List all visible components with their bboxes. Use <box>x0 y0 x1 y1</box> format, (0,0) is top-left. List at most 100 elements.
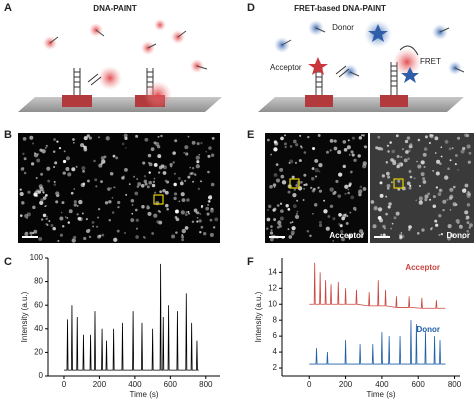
spot <box>124 232 126 234</box>
spot <box>22 152 25 156</box>
spot <box>385 161 389 164</box>
spot <box>284 142 288 146</box>
spot <box>22 201 25 204</box>
spot <box>125 147 127 149</box>
spot <box>403 158 408 163</box>
spot <box>347 234 352 239</box>
spot <box>19 214 23 217</box>
spot <box>287 190 291 194</box>
spot <box>46 166 51 171</box>
spot <box>86 229 90 234</box>
shape <box>144 81 172 109</box>
spot <box>276 204 280 207</box>
spot <box>466 221 470 225</box>
spot <box>295 143 299 147</box>
spot <box>442 209 445 212</box>
spot <box>372 224 377 229</box>
spot <box>420 160 425 165</box>
spot <box>160 134 163 138</box>
spot <box>427 192 431 196</box>
spot <box>284 145 287 149</box>
spot <box>166 208 169 211</box>
spot <box>191 220 195 224</box>
spot <box>210 182 215 187</box>
spot <box>341 216 346 221</box>
spot <box>431 227 433 229</box>
spot <box>424 194 429 199</box>
x-tick-label: 600 <box>412 380 426 389</box>
spot <box>73 200 77 204</box>
spot <box>156 220 160 224</box>
spot <box>464 210 469 215</box>
spot <box>409 143 413 147</box>
spot <box>281 180 287 185</box>
spot <box>449 209 452 211</box>
spot <box>294 214 300 220</box>
spot <box>91 220 95 224</box>
spot <box>296 199 299 202</box>
spot <box>269 231 274 235</box>
spot <box>391 149 396 154</box>
spot <box>422 152 427 157</box>
spot <box>209 194 212 198</box>
spot <box>467 160 471 164</box>
spot <box>423 147 428 151</box>
microscopy <box>18 133 474 243</box>
spot <box>24 232 29 237</box>
shape <box>153 194 164 205</box>
spot <box>124 136 128 140</box>
spot <box>311 167 315 170</box>
spot <box>33 229 38 234</box>
spot <box>83 147 88 152</box>
spot <box>424 135 428 139</box>
spot <box>199 231 202 234</box>
spot <box>111 196 114 199</box>
spot <box>185 211 188 214</box>
spot <box>195 211 198 214</box>
spot <box>284 134 286 137</box>
shape <box>305 95 333 107</box>
shape <box>281 27 465 77</box>
spot <box>457 136 461 140</box>
spot <box>62 171 66 175</box>
spot <box>342 164 346 169</box>
spot <box>147 153 152 158</box>
spot <box>341 237 345 242</box>
panel-letter: D <box>247 2 255 14</box>
spot <box>187 210 190 213</box>
spot <box>185 152 189 156</box>
spot <box>455 203 458 206</box>
spot <box>121 176 125 180</box>
y-tick-label: 14 <box>268 267 277 276</box>
spot <box>100 180 103 184</box>
panel-letter: C <box>4 256 12 268</box>
spot <box>180 192 185 197</box>
spot <box>280 174 285 179</box>
spot <box>73 203 77 207</box>
spot <box>466 192 468 195</box>
y-tick-label: 2 <box>273 363 278 372</box>
spot <box>338 222 341 226</box>
spot <box>175 217 180 222</box>
spot <box>44 146 47 149</box>
spot <box>189 166 192 169</box>
spot <box>180 210 185 215</box>
spot <box>434 136 439 141</box>
x-tick-label: 200 <box>339 380 353 389</box>
spot <box>178 200 181 203</box>
shape <box>258 97 464 112</box>
spot <box>267 138 270 142</box>
spot <box>85 218 88 221</box>
spot <box>175 231 178 234</box>
spot <box>390 158 394 162</box>
spot <box>421 228 425 232</box>
spot <box>291 175 295 179</box>
spot <box>97 234 101 239</box>
spot <box>417 164 422 169</box>
spot <box>184 213 188 216</box>
spot <box>103 155 107 159</box>
spot <box>22 136 27 141</box>
shape <box>393 178 404 189</box>
spot <box>210 153 215 157</box>
spot <box>98 163 103 168</box>
